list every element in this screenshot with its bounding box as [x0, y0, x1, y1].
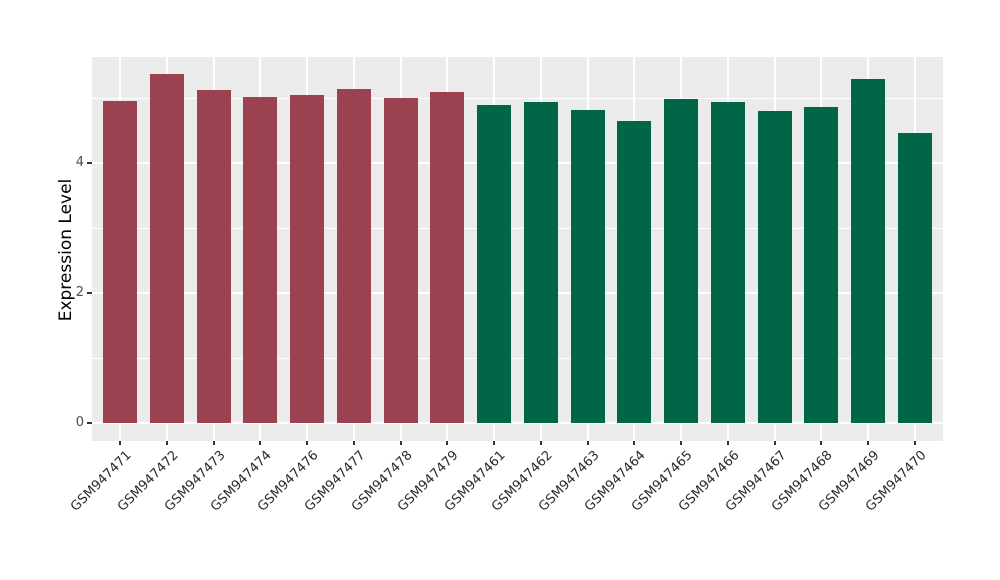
y-tick-label: 4: [75, 155, 84, 170]
x-tick-mark: [493, 441, 496, 445]
gridline-major-h: [92, 292, 943, 294]
x-tick-mark: [539, 441, 542, 445]
x-tick-mark: [399, 441, 402, 445]
gridline-minor-h: [92, 227, 943, 229]
x-tick-mark: [352, 441, 355, 445]
y-tick-mark: [87, 162, 92, 164]
bar-GSM947463: [570, 109, 605, 423]
gridline-major-h: [92, 422, 943, 424]
x-tick-mark: [119, 441, 122, 445]
bar-GSM947468: [804, 107, 839, 423]
y-axis-title: Expression Level: [56, 178, 76, 322]
gridline-minor-h: [92, 357, 943, 359]
x-tick-mark: [259, 441, 262, 445]
gridline-minor-h: [92, 97, 943, 99]
x-tick-mark: [633, 441, 636, 445]
bar-GSM947462: [523, 101, 558, 423]
x-tick-mark: [913, 441, 916, 445]
x-tick-mark: [586, 441, 589, 445]
bar-GSM947464: [617, 120, 652, 423]
bar-GSM947461: [477, 104, 512, 423]
bar-GSM947476: [290, 94, 325, 423]
x-tick-mark: [306, 441, 309, 445]
y-tick-label: 0: [75, 415, 84, 430]
bar-GSM947473: [196, 89, 231, 423]
gridline-major-h: [92, 162, 943, 164]
plot-panel: [92, 57, 943, 441]
x-tick-mark: [680, 441, 683, 445]
x-tick-mark: [212, 441, 215, 445]
x-tick-label-GSM947470: GSM947470: [862, 448, 930, 515]
bar-GSM947466: [710, 101, 745, 423]
x-tick-mark: [820, 441, 823, 445]
x-tick-mark: [446, 441, 449, 445]
bar-GSM947472: [149, 73, 184, 423]
bar-GSM947470: [897, 133, 932, 423]
y-tick-mark: [87, 292, 92, 294]
bar-GSM947467: [757, 111, 792, 423]
bar-GSM947477: [336, 88, 371, 423]
y-tick-label: 2: [75, 285, 84, 300]
y-tick-mark: [87, 422, 92, 424]
bar-GSM947469: [851, 79, 886, 423]
x-tick-mark: [726, 441, 729, 445]
bar-GSM947474: [243, 96, 278, 423]
bar-GSM947478: [383, 98, 418, 423]
bar-GSM947479: [430, 91, 465, 423]
bar-GSM947465: [664, 99, 699, 423]
x-tick-mark: [165, 441, 168, 445]
x-tick-mark: [773, 441, 776, 445]
bar-GSM947471: [103, 101, 138, 423]
x-tick-mark: [867, 441, 870, 445]
